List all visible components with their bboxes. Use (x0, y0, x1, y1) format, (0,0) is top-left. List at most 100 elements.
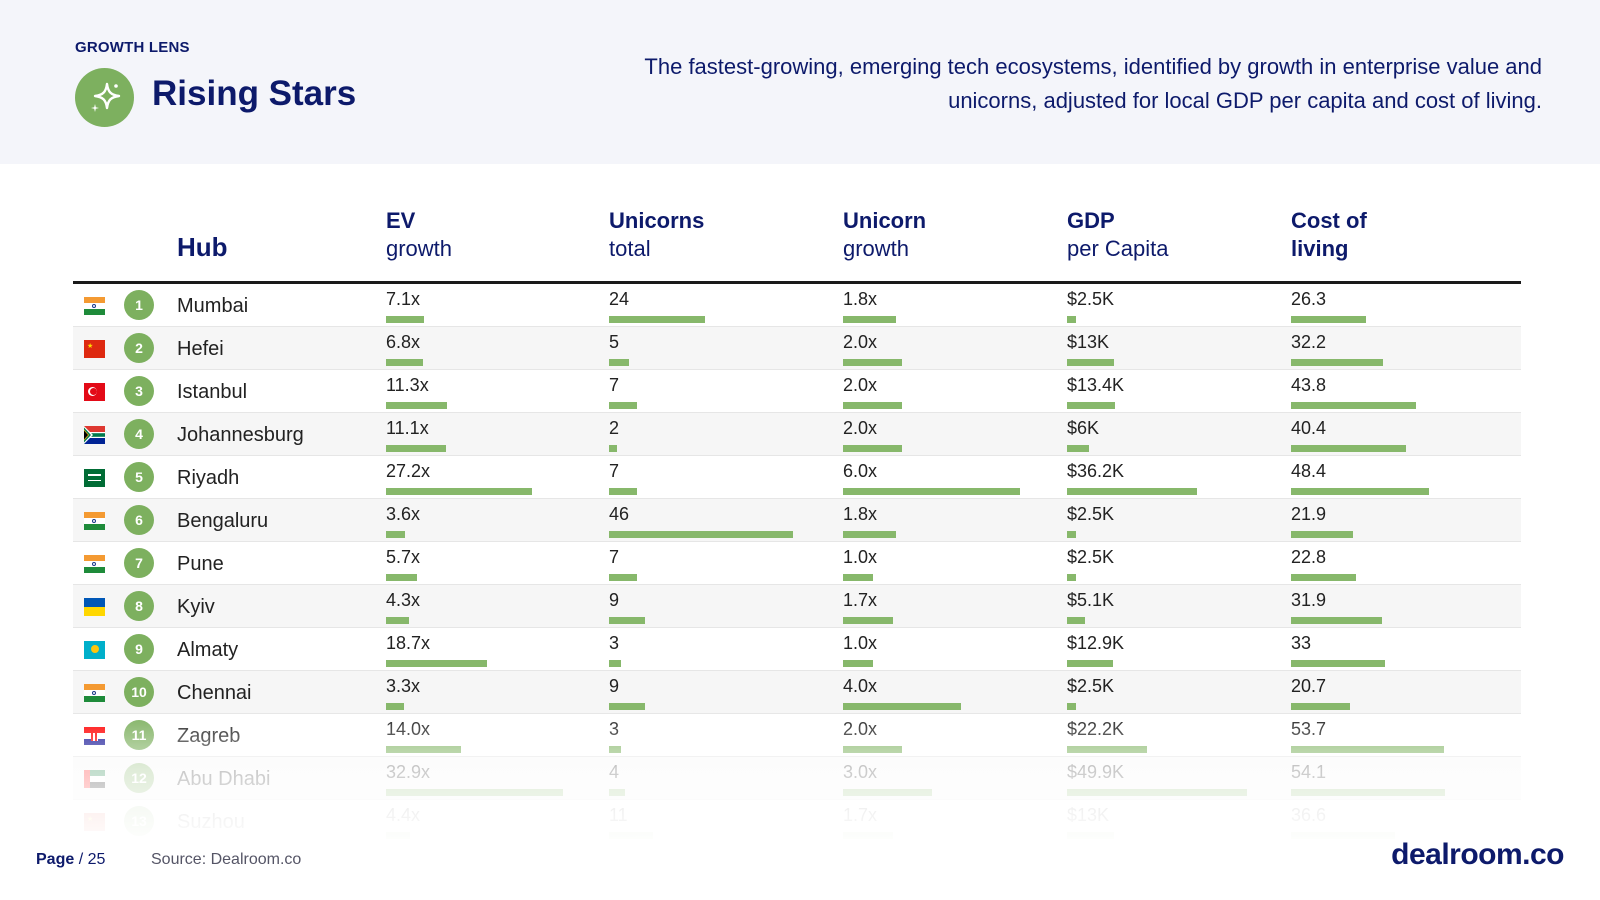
col-bar (1291, 531, 1353, 538)
ev-value: 4.3x (386, 590, 421, 610)
flag-turkey-icon (84, 383, 105, 401)
ev-bar (386, 402, 447, 409)
col-value: 33 (1291, 633, 1312, 653)
ugrowth-bar (843, 746, 902, 753)
gdp-value: $13K (1067, 332, 1110, 352)
flag-saudi-arabia-icon (84, 469, 105, 487)
ugrowth-bar (843, 574, 873, 581)
ugrowth-bar (843, 617, 893, 624)
col-bar (1291, 402, 1416, 409)
rank-badge: 8 (124, 591, 154, 621)
gdp-value: $2.5K (1067, 547, 1115, 567)
table-row: ★ 13 Suzhou 4.4x 11 1.7x $13K 36.6 (73, 800, 1521, 840)
flag-croatia-icon (84, 727, 105, 745)
hub-name: Zagreb (177, 725, 241, 747)
hub-name: Johannesburg (177, 424, 304, 446)
unicorns-bar (609, 445, 617, 452)
rising-stars-table: Hub EV growth Unicorns total Unicorn gro… (73, 200, 1521, 840)
hub-name: Abu Dhabi (177, 768, 271, 790)
rank-badge: 5 (124, 462, 154, 492)
ev-value: 7.1x (386, 289, 421, 309)
unicorns-value: 3 (609, 633, 620, 653)
rank-badge: 1 (124, 290, 154, 320)
column-header-gdp-per-capita: GDP per Capita (1067, 208, 1169, 261)
unicorns-bar (609, 660, 621, 667)
gdp-bar (1067, 488, 1197, 495)
unicorns-bar (609, 789, 625, 796)
ugrowth-value: 2.0x (843, 418, 878, 438)
ev-bar (386, 617, 409, 624)
flag-kazakhstan-icon (84, 641, 105, 659)
hub-name: Riyadh (177, 467, 240, 489)
ugrowth-value: 2.0x (843, 332, 878, 352)
col-value: 40.4 (1291, 418, 1327, 438)
table-body: 1 Mumbai 7.1x 24 1.8x $2.5K 26.3 ★ 2 Hefei 6.8x 5 2.… (73, 284, 1521, 840)
unicorns-bar (609, 617, 645, 624)
gdp-value: $36.2K (1067, 461, 1125, 481)
hub-name: Bengaluru (177, 510, 269, 532)
table-row: 11 Zagreb 14.0x 3 2.0x $22.2K 53.7 (73, 714, 1521, 757)
flag-india-icon (84, 297, 105, 315)
ev-bar (386, 445, 446, 452)
unicorns-value: 7 (609, 547, 620, 567)
unicorns-bar (609, 402, 637, 409)
ev-bar (386, 488, 532, 495)
ugrowth-value: 1.8x (843, 504, 878, 524)
unicorns-value: 7 (609, 461, 620, 481)
ev-bar (386, 789, 563, 796)
table-row: 4 Johannesburg 11.1x 2 2.0x $6K 40.4 (73, 413, 1521, 456)
hub-name: Suzhou (177, 811, 245, 833)
ugrowth-value: 1.8x (843, 289, 878, 309)
column-header-hub: Hub (177, 232, 228, 262)
ugrowth-value: 2.0x (843, 375, 878, 395)
unicorns-bar (609, 359, 629, 366)
unicorns-value: 24 (609, 289, 630, 309)
ev-value: 11.1x (386, 418, 429, 438)
gdp-bar (1067, 746, 1147, 753)
col-bar (1291, 316, 1366, 323)
table-header: Hub EV growth Unicorns total Unicorn gro… (73, 200, 1521, 284)
rank-badge: 12 (124, 763, 154, 793)
ev-value: 18.7x (386, 633, 431, 653)
ev-value: 27.2x (386, 461, 431, 481)
gdp-bar (1067, 574, 1076, 581)
ev-value: 5.7x (386, 547, 421, 567)
col-value: 31.9 (1291, 590, 1327, 610)
gdp-bar (1067, 316, 1076, 323)
ugrowth-value: 2.0x (843, 719, 878, 739)
ev-bar (386, 832, 410, 839)
col-bar (1291, 617, 1382, 624)
unicorns-bar (609, 488, 637, 495)
table-row: 9 Almaty 18.7x 3 1.0x $12.9K 33 (73, 628, 1521, 671)
hub-name: Almaty (177, 639, 239, 661)
unicorns-bar (609, 703, 645, 710)
column-header-ev-growth: EV growth (386, 208, 453, 261)
ugrowth-bar (843, 789, 932, 796)
ev-bar (386, 746, 461, 753)
column-header-unicorn-growth: Unicorn growth (843, 208, 927, 261)
col-value: 22.8 (1291, 547, 1327, 567)
page-number: Page / 25 (36, 851, 106, 868)
unicorns-bar (609, 746, 621, 753)
col-bar (1291, 488, 1429, 495)
flag-india-icon (84, 512, 105, 530)
col-value: 53.7 (1291, 719, 1327, 739)
page-title: Rising Stars (152, 74, 357, 113)
table-row: 10 Chennai 3.3x 9 4.0x $2.5K 20.7 (73, 671, 1521, 714)
hub-name: Pune (177, 553, 224, 575)
unicorns-value: 5 (609, 332, 620, 352)
flag-china-icon: ★ (84, 340, 105, 358)
flag-india-icon (84, 684, 105, 702)
rank-badge: 4 (124, 419, 154, 449)
gdp-value: $12.9K (1067, 633, 1125, 653)
col-bar (1291, 359, 1383, 366)
gdp-value: $13K (1067, 805, 1110, 825)
unicorns-value: 4 (609, 762, 620, 782)
page-description: The fastest-growing, emerging tech ecosy… (644, 54, 1542, 113)
col-value: 43.8 (1291, 375, 1327, 395)
ev-value: 32.9x (386, 762, 431, 782)
gdp-bar (1067, 703, 1076, 710)
flag-india-icon (84, 555, 105, 573)
ev-bar (386, 660, 487, 667)
hub-name: Kyiv (177, 596, 215, 618)
